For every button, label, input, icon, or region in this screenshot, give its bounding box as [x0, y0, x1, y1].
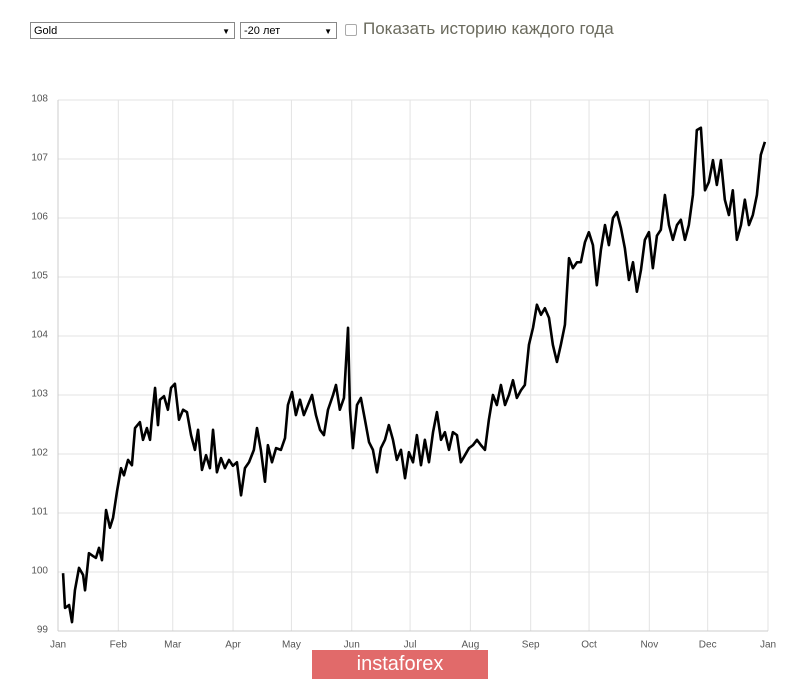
dropdown-arrow: ▼: [222, 27, 230, 36]
x-tick-label: Apr: [225, 640, 241, 651]
x-tick-label: May: [282, 640, 301, 651]
period-value: -20 лет: [244, 25, 281, 37]
y-tick-label: 103: [31, 389, 48, 400]
period-select[interactable]: -20 лет ▼: [240, 22, 337, 39]
x-tick-label: Sep: [522, 640, 540, 651]
x-tick-label: Feb: [110, 640, 128, 651]
watermark: instaforex: [312, 650, 488, 679]
x-tick-label: Mar: [164, 640, 182, 651]
y-tick-label: 105: [31, 271, 48, 282]
x-tick-label: Nov: [640, 640, 658, 651]
x-tick-label: Jan: [760, 640, 776, 651]
y-tick-label: 99: [37, 625, 49, 636]
x-tick-label: Oct: [581, 640, 597, 651]
y-tick-label: 107: [31, 153, 48, 164]
y-tick-label: 100: [31, 566, 48, 577]
data-line: [61, 126, 767, 624]
y-tick-label: 106: [31, 212, 48, 223]
x-tick-label: Jan: [50, 640, 66, 651]
history-checkbox[interactable]: [345, 24, 357, 36]
instrument-select[interactable]: Gold ▼: [30, 22, 235, 39]
checkbox-label[interactable]: Показать историю каждого года: [363, 19, 614, 38]
x-tick-label: Jul: [404, 640, 417, 651]
y-tick-label: 102: [31, 448, 48, 459]
x-tick-label: Dec: [699, 640, 717, 651]
dropdown-arrow: ▼: [324, 27, 332, 36]
x-tick-label: Aug: [461, 640, 479, 651]
x-tick-label: Jun: [344, 640, 360, 651]
y-tick-label: 101: [31, 507, 48, 518]
y-tick-label: 108: [31, 94, 48, 105]
instrument-value: Gold: [34, 25, 58, 37]
y-tick-label: 104: [31, 330, 48, 341]
